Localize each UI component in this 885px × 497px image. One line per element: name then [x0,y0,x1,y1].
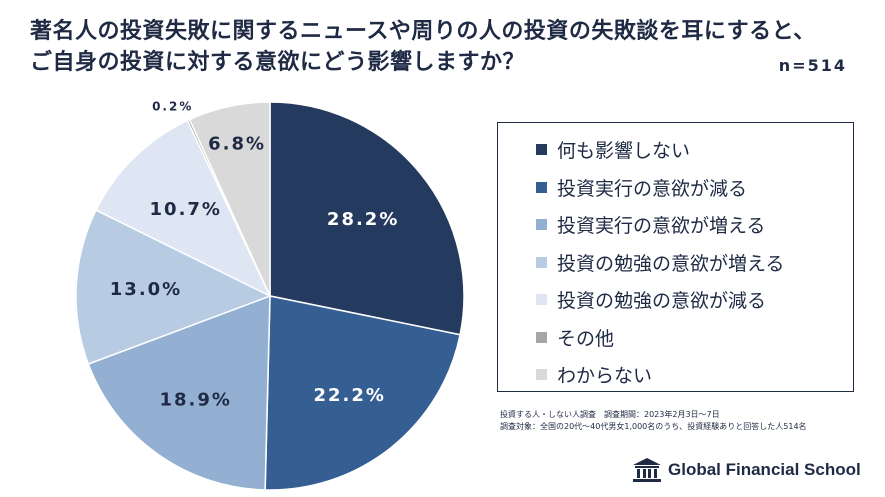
legend-item-study-decrease: 投資の勉強の意欲が減る [536,281,853,319]
school-building-icon [633,458,661,482]
slice-label-no-effect: 28.2% [327,209,399,230]
legend-label-study-decrease: 投資の勉強の意欲が減る [557,290,767,313]
pie-slice-no-effect [269,101,465,336]
legend-swatch-no-effect [536,144,547,156]
pie-slice-study-decrease [95,119,272,298]
chart-title: 著名人の投資失敗に関するニュースや周りの人の投資の失敗談を耳にすると、 ご自身の… [30,16,860,78]
legend-label-other: その他 [557,327,615,350]
legend-swatch-study-decrease [536,294,547,306]
slice-label-invest-decrease: 22.2% [314,385,386,406]
title-line-1: 著名人の投資失敗に関するニュースや周りの人の投資の失敗談を耳にすると、 [30,19,816,44]
legend: 何も影響しない投資実行の意欲が減る 投資実行の意欲が増える 投資の勉強の意欲が増える… [497,122,854,392]
legend-item-invest-decrease: 投資実行の意欲が減る [536,169,853,207]
legend-item-no-effect: 何も影響しない [536,131,853,169]
legend-item-unknown: わからない [536,356,853,394]
title-line-2: ご自身の投資に対する意欲にどう影響しますか？ [30,50,526,75]
legend-swatch-invest-increase [536,219,547,231]
sample-size: n=514 [778,56,847,75]
source-line-1: 投資する人・しない人調査 調査期間：2023年2月3日～7日 [500,410,720,419]
legend-label-invest-increase: 投資実行の意欲が増える [557,215,766,238]
pie-slice-invest-increase [87,294,271,491]
legend-swatch-other [536,331,547,343]
legend-label-study-increase: 投資の勉強の意欲が増える [557,252,785,275]
pie-slice-unknown [188,101,271,297]
slice-label-other: 0.2% [152,99,193,113]
legend-label-unknown: わからない [557,365,653,388]
slice-label-unknown: 6.8% [208,133,266,154]
source-note: 投資する人・しない人調査 調査期間：2023年2月3日～7日 調査対象：全国の2… [500,409,870,433]
legend-swatch-invest-decrease [536,181,547,193]
legend-swatch-study-increase [536,256,547,268]
slice-label-study-decrease: 10.7% [150,199,222,220]
slice-label-study-increase: 13.0% [110,279,182,300]
legend-item-invest-increase: 投資実行の意欲が増える [536,206,853,244]
legend-label-invest-decrease: 投資実行の意欲が減る [557,177,748,200]
logo-text: Global Financial School [668,460,861,479]
legend-swatch-unknown [536,369,547,381]
legend-item-other: その他 [536,319,853,357]
slice-label-invest-increase: 18.9% [159,389,231,410]
source-line-2: 調査対象：全国の20代～40代男女1,000名のうち、投資経験ありと回答した人5… [500,422,807,431]
pie-slice-study-increase [75,209,272,365]
legend-item-study-increase: 投資の勉強の意欲が増える [536,244,853,282]
legend-label-no-effect: 何も影響しない [557,140,691,163]
logo: Global Financial School [632,456,861,484]
pie-slice-invest-decrease [264,295,461,491]
